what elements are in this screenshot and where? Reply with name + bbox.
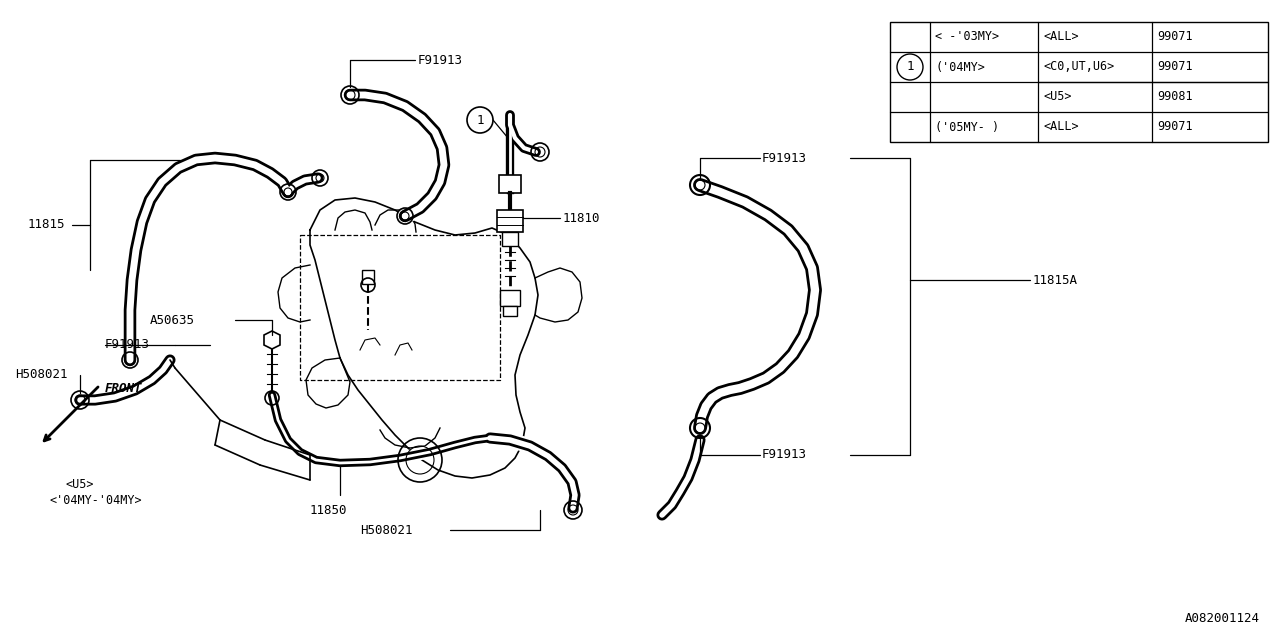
Text: F91913: F91913 [419,54,463,67]
Text: F91913: F91913 [105,339,150,351]
FancyBboxPatch shape [500,290,520,306]
Text: 11850: 11850 [310,504,347,516]
Text: ('05MY- ): ('05MY- ) [934,120,1000,134]
Text: <ALL>: <ALL> [1043,120,1079,134]
Text: 11815: 11815 [28,218,65,232]
Text: < -'03MY>: < -'03MY> [934,31,1000,44]
Text: H508021: H508021 [15,367,68,381]
Text: 1: 1 [906,61,914,74]
Text: 99081: 99081 [1157,90,1193,104]
Text: FRONT: FRONT [105,381,142,394]
FancyBboxPatch shape [503,306,517,316]
Text: ('04MY>: ('04MY> [934,61,984,74]
Text: <C0,UT,U6>: <C0,UT,U6> [1043,61,1115,74]
FancyBboxPatch shape [362,270,374,284]
FancyBboxPatch shape [502,232,518,246]
Text: <U5>: <U5> [65,479,93,492]
Text: 99071: 99071 [1157,61,1193,74]
Polygon shape [264,331,280,349]
Text: H508021: H508021 [360,524,412,536]
Text: A082001124: A082001124 [1185,611,1260,625]
Text: <U5>: <U5> [1043,90,1071,104]
Text: 11815A: 11815A [1033,273,1078,287]
Text: 99071: 99071 [1157,120,1193,134]
Text: F91913: F91913 [762,449,806,461]
Text: 11810: 11810 [563,211,600,225]
Text: <ALL>: <ALL> [1043,31,1079,44]
Text: 1: 1 [476,113,484,127]
FancyBboxPatch shape [499,175,521,193]
Text: <'04MY-'04MY>: <'04MY-'04MY> [50,493,142,506]
FancyBboxPatch shape [497,210,524,232]
Text: 99071: 99071 [1157,31,1193,44]
Text: A50635: A50635 [150,314,195,326]
Text: F91913: F91913 [762,152,806,164]
Polygon shape [310,198,538,478]
